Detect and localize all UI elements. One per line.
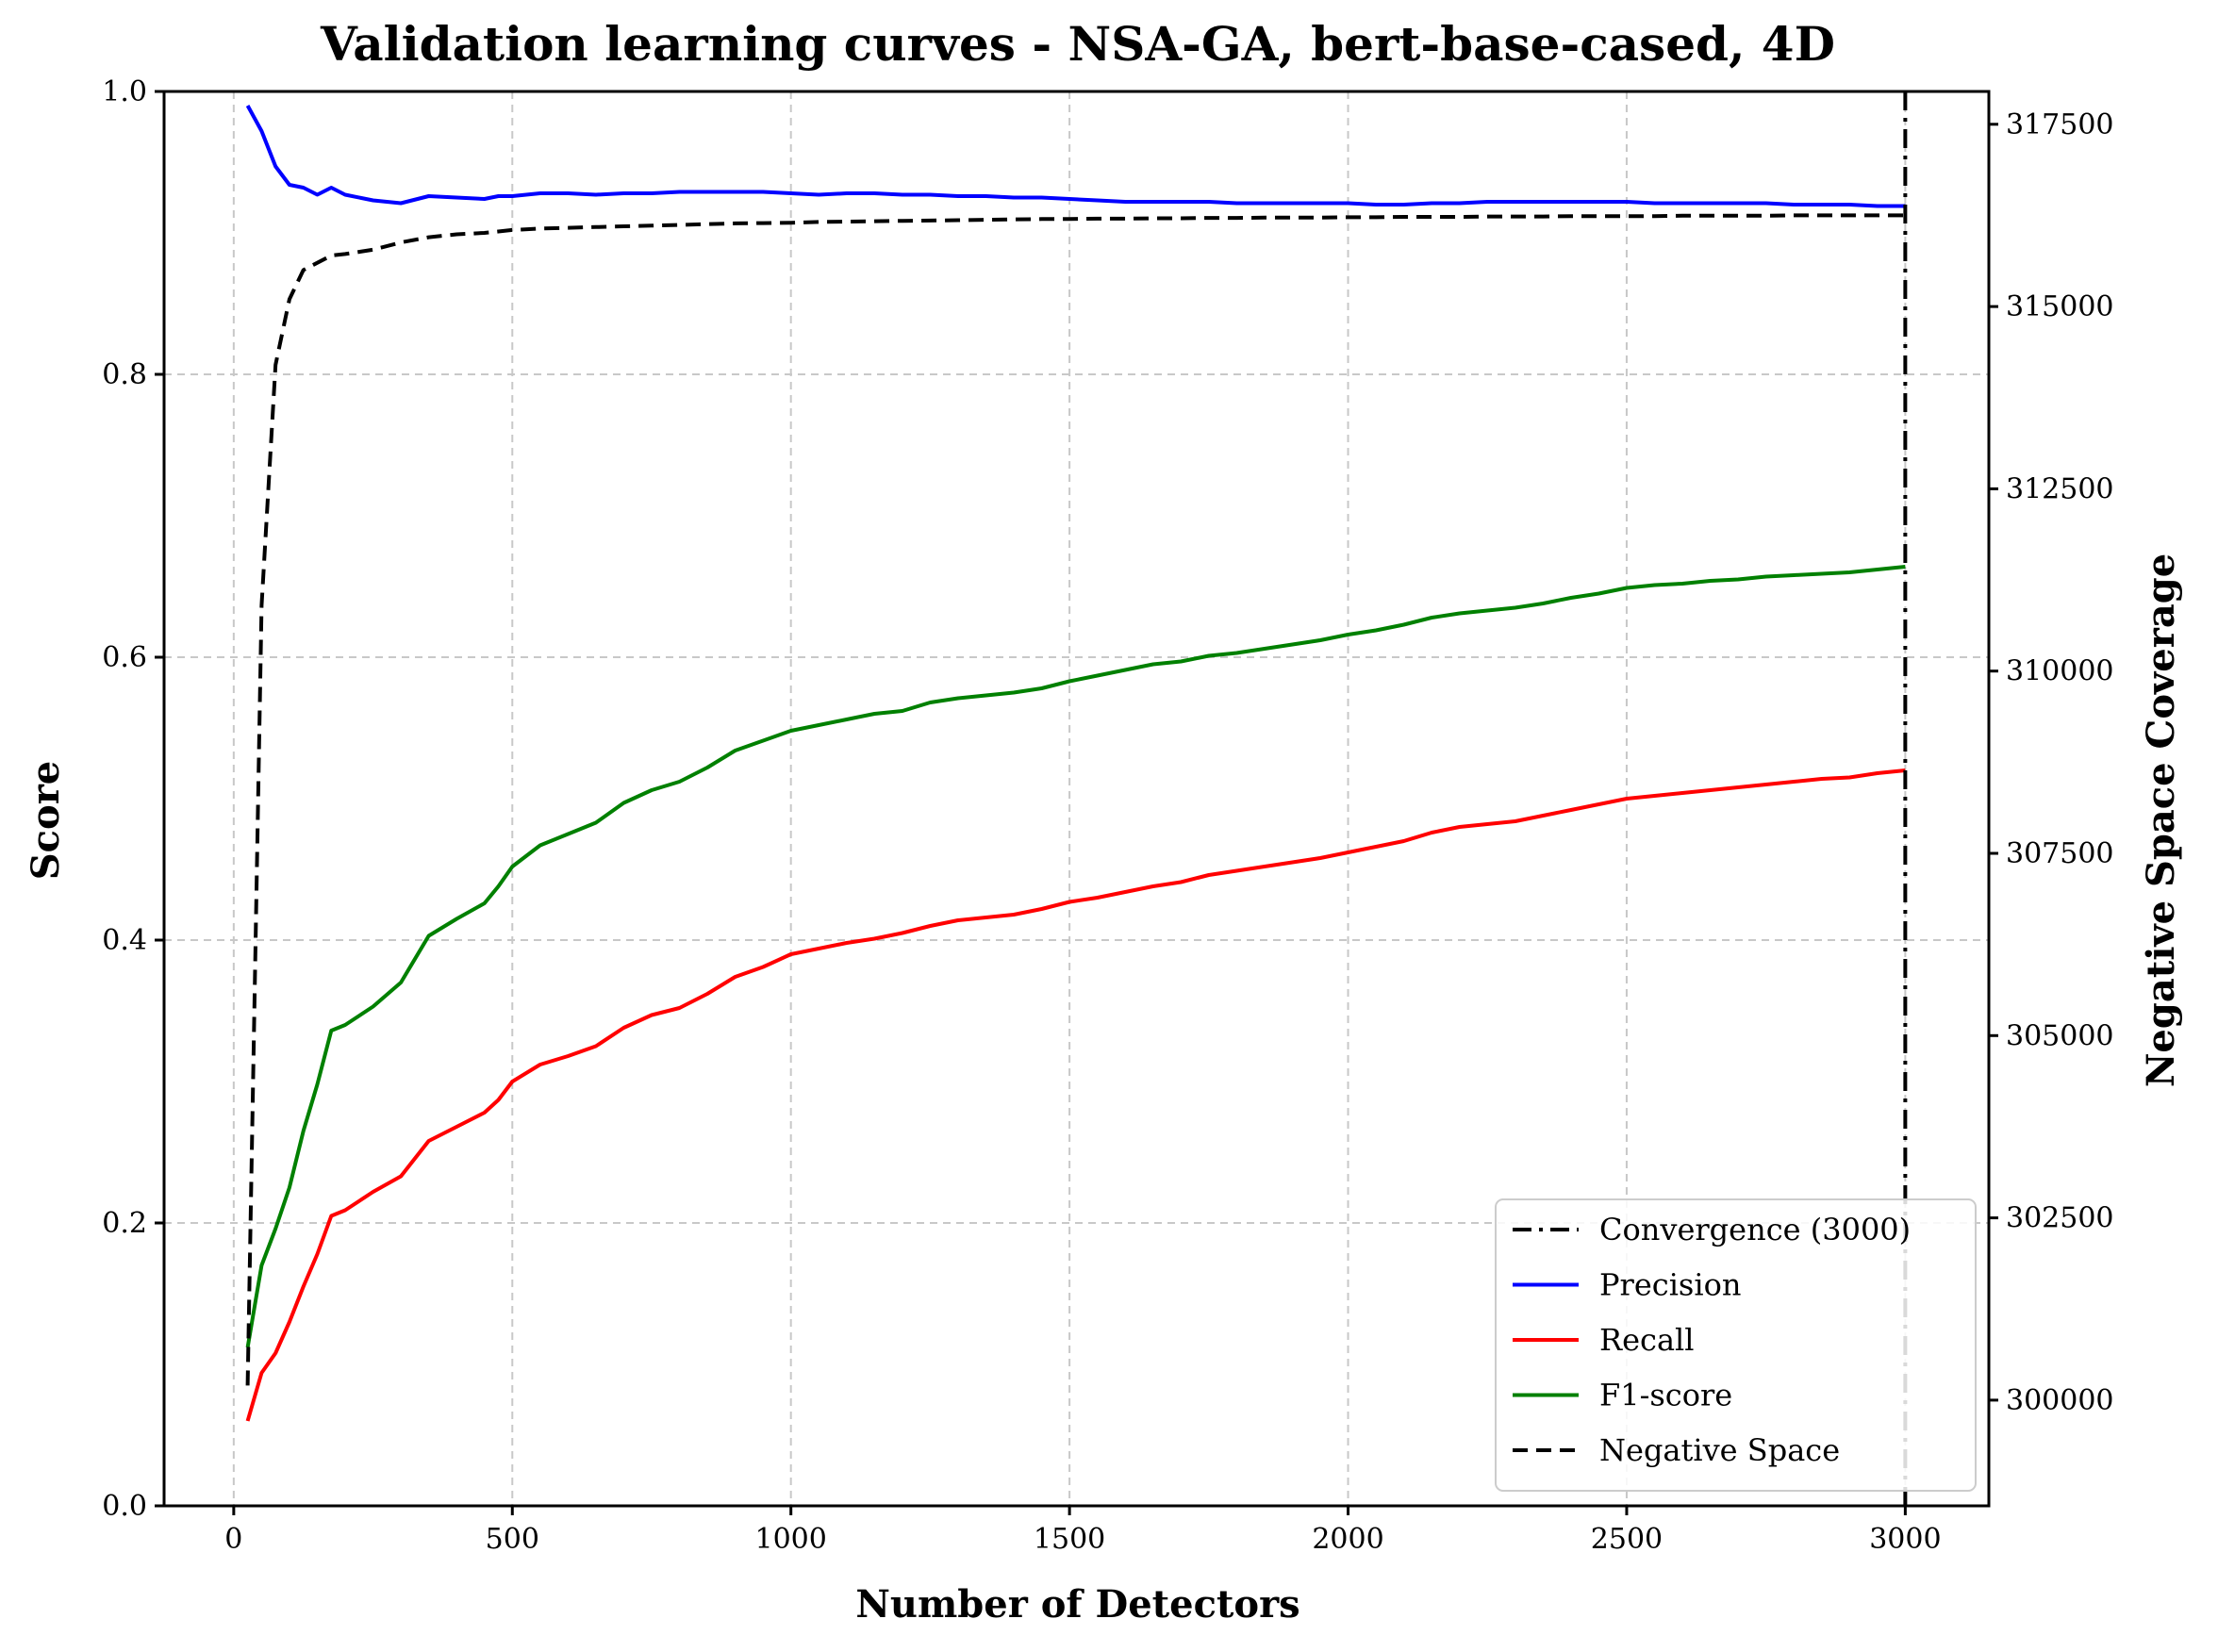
x-tick-label: 500: [486, 1523, 539, 1556]
legend-label: Convergence (3000): [1599, 1212, 1911, 1247]
plot-frame: [162, 90, 1991, 1508]
legend-box: [1495, 1198, 1977, 1492]
x-tick-label: 3000: [1869, 1523, 1941, 1556]
y-axis-label: Score: [24, 761, 68, 880]
y2-tick-label: 315000: [2006, 290, 2114, 323]
legend-label: Recall: [1599, 1322, 1695, 1358]
series-lines: [245, 105, 1906, 1422]
y-tick-label: 0.6: [102, 641, 147, 674]
legend-label: Negative Space: [1599, 1432, 1840, 1468]
x-tick-label: 2500: [1591, 1523, 1663, 1556]
y2-tick-label: 317500: [2006, 108, 2114, 141]
legend-label: Precision: [1599, 1267, 1741, 1303]
x-tick-label: 2000: [1312, 1523, 1383, 1556]
y2-tick-label: 302500: [2006, 1202, 2114, 1235]
series-line-f1-score: [245, 565, 1906, 1348]
x-axis-label: Number of Detectors: [855, 1582, 1299, 1627]
legend: Convergence (3000) Precision Recall F1-scor…: [1495, 1198, 1977, 1492]
y-tick-label: 0.8: [102, 358, 147, 391]
x-tick-label: 1500: [1034, 1523, 1105, 1556]
y2-tick-label: 312500: [2006, 472, 2114, 505]
y2-axis-label: Negative Space Coverage: [2139, 553, 2183, 1087]
y-tick-label: 1.0: [102, 75, 147, 108]
chart-title: Validation learning curves - NSA-GA, ber…: [320, 16, 1835, 72]
x-tick-label: 1000: [755, 1523, 827, 1556]
y-axis-ticks: 0.0 0.2 0.4 0.6 0.8 1.0: [102, 75, 164, 1523]
y2-tick-label: 310000: [2006, 655, 2114, 688]
x-axis-ticks: 0 500 1000 1500 2000 2500 3000: [224, 1506, 1942, 1556]
y2-tick-label: 300000: [2006, 1384, 2114, 1417]
y-tick-label: 0.0: [102, 1490, 147, 1523]
y-tick-label: 0.2: [102, 1207, 147, 1240]
y2-tick-label: 307500: [2006, 837, 2114, 870]
y-tick-label: 0.4: [102, 924, 147, 957]
series-line-negative-space: [245, 213, 1906, 1386]
x-tick-label: 0: [224, 1523, 242, 1556]
series-line-recall: [245, 768, 1906, 1422]
series-line-precision: [245, 105, 1906, 208]
y2-tick-label: 305000: [2006, 1019, 2114, 1052]
y2-axis-ticks: 300000 302500 305000 307500 310000 312500 3150…: [1989, 108, 2114, 1417]
legend-label: F1-score: [1599, 1378, 1732, 1413]
